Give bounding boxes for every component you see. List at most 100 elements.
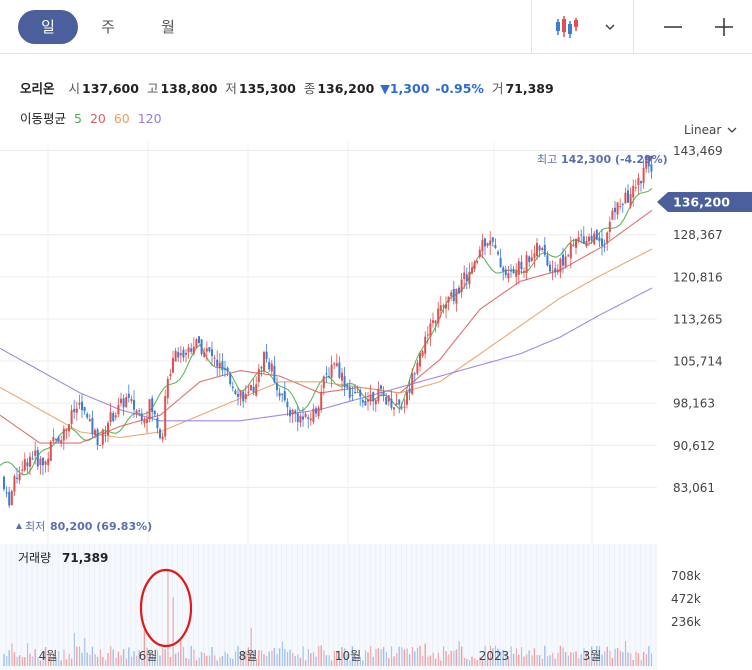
candle [450, 289, 453, 301]
candle [632, 179, 635, 207]
candle [252, 378, 255, 396]
candle [567, 253, 570, 258]
volume-bar [585, 650, 588, 666]
candle-body [627, 190, 629, 203]
candle [237, 387, 239, 406]
candle-body [39, 458, 42, 466]
candle-body [174, 350, 177, 362]
volume-bar [588, 657, 590, 666]
candle-body [356, 391, 359, 393]
candle-body [473, 262, 476, 270]
candle [447, 296, 450, 311]
candle [361, 398, 364, 408]
candle [533, 245, 536, 268]
ma-legend: 이동평균 5 20 60 120 [20, 108, 166, 127]
candle [250, 384, 252, 392]
volume-bar [273, 648, 276, 666]
time-tick-label: 8월 [239, 649, 258, 663]
price-tick-label: 98,163 [673, 397, 715, 411]
candle-body [60, 440, 63, 443]
candle-body [320, 391, 323, 410]
volume-bar [518, 654, 520, 666]
candle-body [546, 255, 549, 266]
plus-icon[interactable] [706, 0, 742, 53]
candle [21, 460, 24, 476]
volume-label: 거 [491, 81, 504, 96]
candle [601, 229, 603, 256]
candle [75, 401, 78, 421]
tab-month[interactable]: 월 [161, 18, 175, 36]
ma-line-120 [0, 287, 653, 422]
volume-bar [302, 646, 304, 666]
candle [213, 354, 216, 367]
candle [627, 184, 629, 204]
candle [608, 216, 611, 240]
candle-body [575, 239, 577, 248]
volume-bar [91, 646, 94, 666]
volume-bar [304, 660, 307, 666]
candle [320, 384, 323, 413]
candle [385, 392, 388, 405]
volume-bar [78, 646, 81, 666]
candle [208, 346, 211, 353]
candle-body [504, 269, 507, 275]
minus-icon[interactable] [655, 0, 691, 53]
candle-body [101, 429, 104, 445]
chevron-down-icon[interactable] [596, 0, 624, 53]
volume-bar [476, 659, 478, 666]
high-label: 고 [146, 81, 159, 96]
candle [120, 392, 122, 407]
candle [569, 236, 572, 269]
candle-body [148, 399, 151, 420]
volume-bar [598, 645, 601, 666]
candle [595, 229, 598, 241]
candle [452, 280, 455, 305]
candle [419, 351, 421, 372]
candle-body [481, 240, 484, 252]
candle [593, 230, 596, 246]
candle [481, 233, 484, 258]
volume-bar [343, 648, 346, 666]
candle [408, 379, 411, 401]
candle-body [218, 362, 221, 369]
candle-body [403, 406, 406, 408]
volume-bar [99, 649, 101, 666]
candle-body [177, 352, 180, 358]
volume-bar [265, 656, 268, 666]
candle-body [520, 261, 523, 270]
price-chart[interactable]: 143,469 128,367 120,816 113,265 105,714 98,16… [0, 140, 752, 670]
volume-bar [455, 649, 458, 666]
volume-bar [346, 654, 348, 666]
candle [624, 187, 627, 204]
volume-bar [317, 645, 320, 666]
candle [159, 427, 161, 440]
volume-bar [624, 641, 627, 666]
candle [70, 404, 73, 429]
time-axis: 4월 6월 8월 10월 2023 3월 [39, 649, 602, 663]
candle-body [78, 402, 81, 405]
volume-bar [83, 638, 86, 666]
candle-body [322, 376, 325, 389]
candle-body [601, 238, 603, 246]
time-tick-label: 4월 [39, 649, 58, 663]
candle [463, 265, 466, 289]
volume-bar [486, 658, 489, 666]
stock-name: 오리온 [20, 81, 55, 96]
candle-body [541, 248, 544, 251]
candle-body [86, 413, 89, 418]
volume-bar [510, 646, 512, 666]
candle-body [398, 399, 401, 405]
candle [611, 207, 614, 220]
volume-bar [401, 647, 403, 666]
scale-mode-dropdown[interactable]: Linear [684, 123, 737, 137]
volume-bar [260, 650, 263, 666]
volume-bar [375, 649, 377, 666]
candle-body [159, 429, 161, 439]
candle-body [208, 347, 211, 352]
candle [195, 338, 198, 349]
candlestick-icon[interactable] [545, 0, 589, 53]
tab-week[interactable]: 주 [101, 18, 115, 36]
volume-tick-label: 236k [671, 615, 701, 629]
tab-day[interactable]: 일 [18, 10, 78, 44]
candle-body [624, 192, 627, 204]
